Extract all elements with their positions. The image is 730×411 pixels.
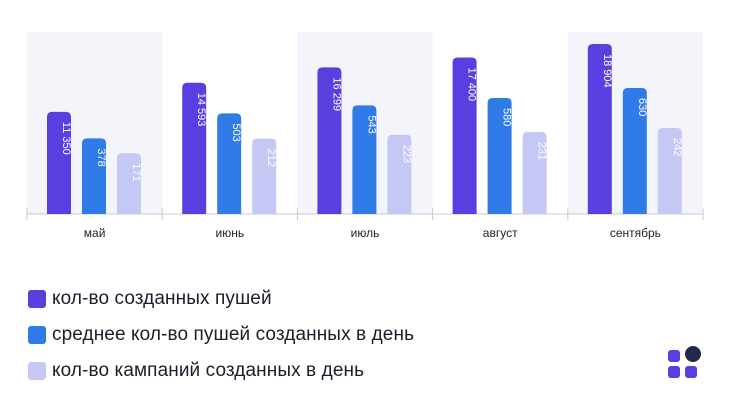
bar-value-label: 16 299 [330,77,342,111]
bar-value-label: 223 [400,145,412,163]
bar-value-label: 11 350 [60,122,72,155]
bar-value-label: 630 [636,98,648,116]
bar [117,153,141,214]
bar [217,113,242,214]
bar-value-label: 18 904 [601,54,613,88]
legend-item-campaigns: кол-во кампаний созданных в день [28,353,414,389]
chart-legend: кол-во созданных пушей среднее кол-во пу… [28,281,414,389]
bar-value-label: 14 593 [195,93,207,127]
bar [587,44,612,214]
bar [487,98,512,214]
legend-label-pushes: кол-во созданных пушей [52,288,272,309]
legend-label-campaigns: кол-во кампаний созданных в день [52,360,365,381]
x-tick-label: июль [351,226,380,240]
x-tick-label: май [84,226,106,240]
x-tick-label: сентябрь [610,226,661,240]
bar [352,105,377,214]
bar [182,82,207,215]
legend-item-pushes: кол-во созданных пушей [28,281,414,317]
bar-value-label: 242 [671,138,683,156]
bar-value-label: 171 [130,163,142,181]
bar [317,67,342,214]
bar [522,131,547,214]
bar [387,134,412,214]
bar-value-label: 580 [501,108,513,126]
x-tick-label: август [483,226,518,240]
bar [622,88,647,214]
bar-chart: 11 350 378 171 май 14 593 503 212 июнь 16 299 543… [26,32,704,240]
bar [252,138,277,214]
legend-swatch-campaigns [28,362,46,380]
legend-swatch-pushes [28,290,46,308]
bar-value-label: 212 [265,149,277,167]
bar [452,57,477,215]
bar [82,138,106,214]
brand-logo-icon [668,346,701,378]
bar-value-label: 543 [365,115,377,133]
bar [657,128,682,214]
bar [47,111,71,214]
legend-label-avg-pushes: среднее кол-во пушей созданных в день [52,324,415,345]
bar-value-label: 231 [536,142,548,160]
bar-value-label: 378 [95,148,107,166]
bar-value-label: 503 [230,123,242,141]
bar-value-label: 17 400 [466,68,478,102]
legend-swatch-avg-pushes [28,326,46,344]
legend-item-avg-pushes: среднее кол-во пушей созданных в день [28,317,414,353]
x-tick-label: июнь [216,226,245,240]
